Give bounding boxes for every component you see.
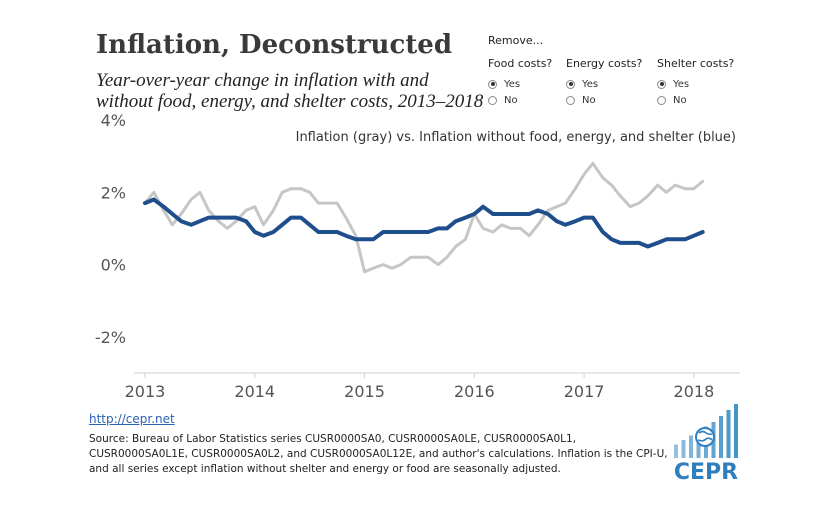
y-tick-label: 2% bbox=[101, 183, 126, 202]
filter-label: Food costs? bbox=[488, 57, 553, 70]
y-tick-label: -2% bbox=[95, 328, 126, 347]
option-label: No bbox=[582, 94, 596, 106]
blue-series-line bbox=[143, 197, 705, 249]
x-tick-label: 2018 bbox=[674, 382, 715, 400]
logo-bar bbox=[734, 404, 738, 458]
logo-wordmark: CEPR bbox=[674, 460, 738, 485]
option-label: Yes bbox=[673, 78, 690, 90]
food-no-option[interactable]: No bbox=[488, 92, 552, 108]
filter-energy: Energy costs? Yes No bbox=[566, 57, 642, 108]
page-subtitle: Year-over-year change in inflation with … bbox=[96, 70, 484, 112]
radio-selected-icon[interactable] bbox=[488, 79, 497, 89]
radio-icon[interactable] bbox=[657, 95, 666, 105]
x-tick-label: 2016 bbox=[454, 382, 495, 400]
cepr-logo: CEPR bbox=[674, 404, 738, 485]
y-axis-ticks: 4% 2% 0% -2% bbox=[95, 111, 126, 347]
radio-selected-icon[interactable] bbox=[566, 79, 575, 89]
globe-icon bbox=[695, 427, 715, 447]
shelter-no-option[interactable]: No bbox=[657, 92, 734, 108]
cepr-link[interactable]: http://cepr.net bbox=[89, 412, 175, 426]
logo-bar bbox=[681, 440, 686, 458]
option-label: No bbox=[673, 94, 687, 106]
y-tick-label: 0% bbox=[101, 256, 126, 275]
x-tick-label: 2014 bbox=[234, 382, 275, 400]
page-title: Inflation, Deconstructed bbox=[96, 30, 453, 60]
logo-bar bbox=[719, 416, 723, 458]
energy-no-option[interactable]: No bbox=[566, 92, 642, 108]
x-axis-ticks: 2013 2014 2015 2016 2017 2018 bbox=[125, 373, 715, 400]
y-tick-label: 4% bbox=[101, 111, 126, 130]
energy-yes-option[interactable]: Yes bbox=[566, 76, 642, 92]
filter-heading: Remove... bbox=[488, 34, 544, 47]
inflation-line-chart: 4% 2% 0% -2% 2013 2014 2015 2016 2017 2018 Infla… bbox=[95, 111, 740, 400]
radio-icon[interactable] bbox=[488, 95, 497, 105]
radio-selected-icon[interactable] bbox=[657, 79, 666, 89]
shelter-yes-option[interactable]: Yes bbox=[657, 76, 734, 92]
x-tick-label: 2013 bbox=[125, 382, 166, 400]
filter-shelter: Shelter costs? Yes No bbox=[657, 57, 734, 108]
option-label: No bbox=[504, 94, 518, 106]
x-tick-label: 2017 bbox=[564, 382, 605, 400]
source-note: Source: Bureau of Labor Statistics serie… bbox=[89, 433, 668, 475]
logo-bar bbox=[674, 444, 678, 458]
series-lines bbox=[143, 161, 705, 274]
filter-label: Shelter costs? bbox=[657, 57, 735, 70]
logo-bar bbox=[726, 410, 731, 458]
radio-icon[interactable] bbox=[566, 95, 575, 105]
x-tick-label: 2015 bbox=[344, 382, 385, 400]
filter-food: Food costs? Yes No bbox=[488, 57, 552, 108]
chart-title: Inflation (gray) vs. Inflation without f… bbox=[296, 130, 736, 145]
food-yes-option[interactable]: Yes bbox=[488, 76, 552, 92]
logo-bar bbox=[689, 435, 693, 458]
option-label: Yes bbox=[504, 78, 521, 90]
option-label: Yes bbox=[582, 78, 599, 90]
filter-label: Energy costs? bbox=[566, 57, 643, 70]
